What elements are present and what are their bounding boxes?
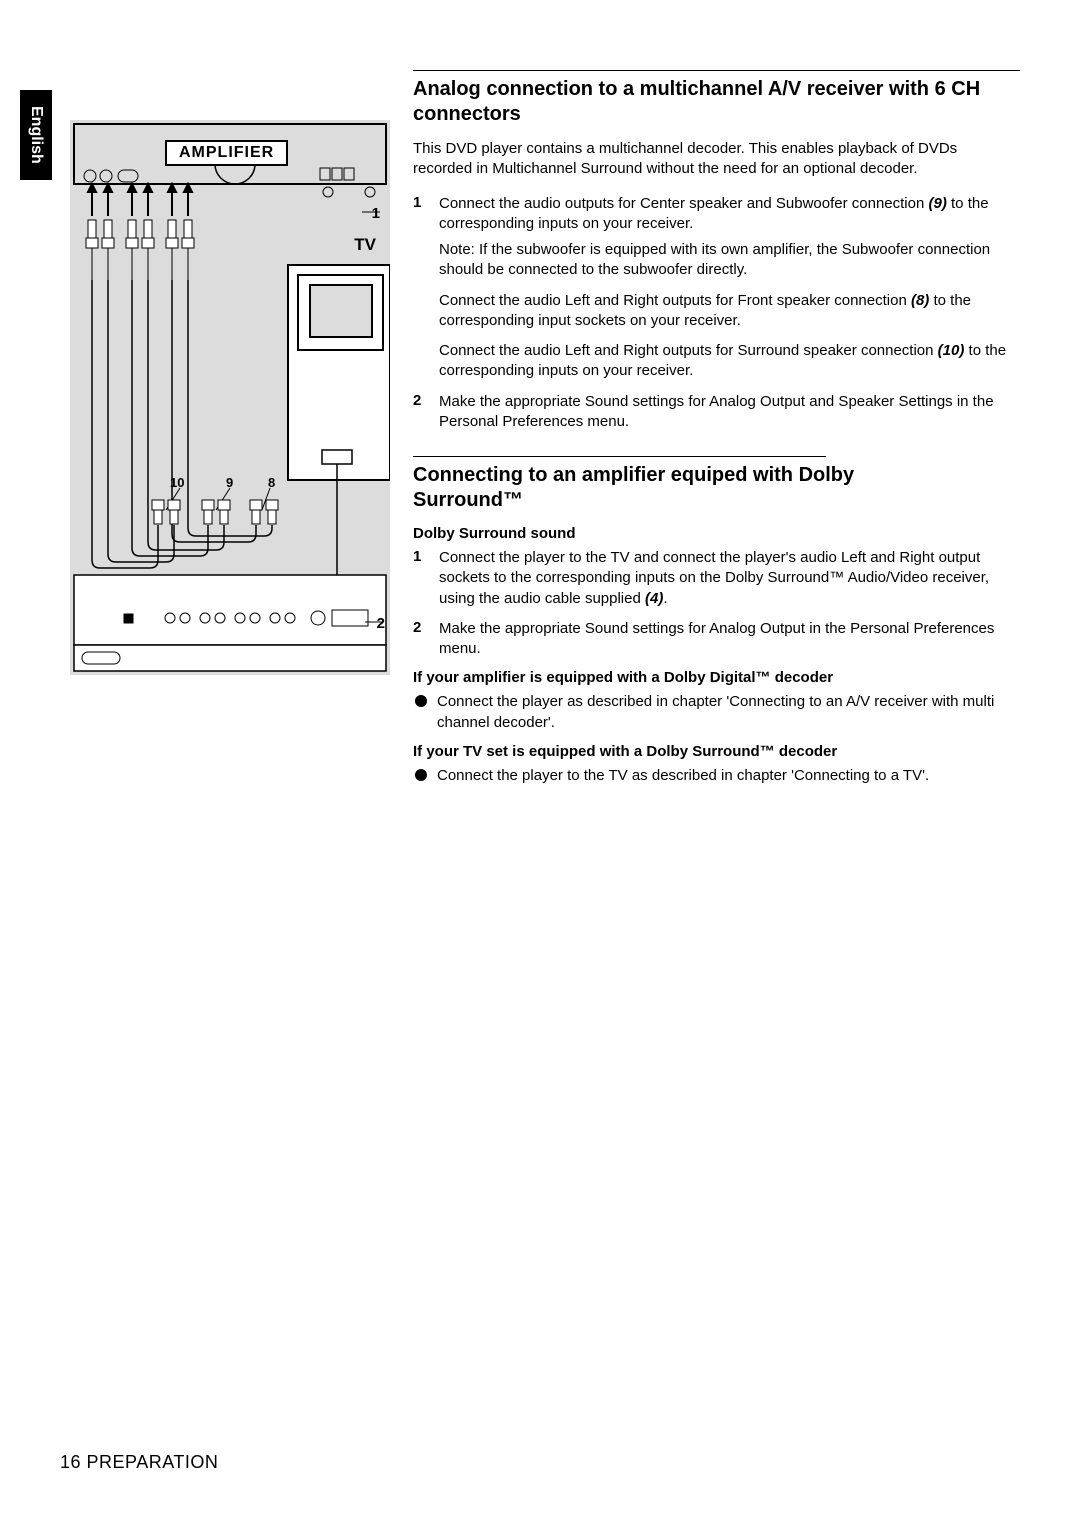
section2-step1: 1 Connect the player to the TV and conne… <box>413 548 1020 609</box>
step-number: 1 <box>413 548 429 609</box>
step1-note: Note: If the subwoofer is equipped with … <box>439 240 1020 281</box>
section2-step2: 2 Make the appropriate Sound settings fo… <box>413 619 1020 660</box>
section1-title: Analog connection to a multichannel A/V … <box>413 77 1020 127</box>
txt-span: Connect the player to the TV and connect… <box>439 549 989 607</box>
footer-section-name: PREPARATION <box>87 1452 219 1472</box>
connection-diagram: AMPLIFIER TV 1 2 10 9 8 <box>70 120 390 675</box>
ref-4: (4) <box>645 590 663 607</box>
page-number: 16 <box>60 1452 81 1472</box>
content-columns: AMPLIFIER TV 1 2 10 9 8 Analog connectio… <box>60 70 1020 796</box>
section2-sub1: Dolby Surround sound <box>413 525 1020 542</box>
bullet-icon <box>415 769 427 781</box>
diagram-step-1: 1 <box>372 205 380 222</box>
txt-span: Connect the audio Left and Right outputs… <box>439 292 911 309</box>
text-column: Analog connection to a multichannel A/V … <box>413 70 1020 796</box>
section1-step1: 1 Connect the audio outputs for Center s… <box>413 194 1020 281</box>
section2-title: Connecting to an amplifier equiped with … <box>413 463 911 513</box>
section2-rule <box>413 456 826 457</box>
txt-span: . <box>663 590 667 607</box>
txt-span: Connect the audio outputs for Center spe… <box>439 195 929 212</box>
diagram-column: AMPLIFIER TV 1 2 10 9 8 <box>60 70 395 796</box>
amplifier-label: AMPLIFIER <box>165 140 288 166</box>
diagram-svg <box>70 120 390 675</box>
bullet-text: Connect the player to the TV as describe… <box>437 766 1020 786</box>
section2-sub3: If your TV set is equipped with a Dolby … <box>413 743 1020 760</box>
section1-intro: This DVD player contains a multichannel … <box>413 139 1020 180</box>
step-text: Make the appropriate Sound settings for … <box>439 392 1020 433</box>
ref-9: (9) <box>929 195 947 212</box>
txt-span: Connect the audio Left and Right outputs… <box>439 342 938 359</box>
step-number: 2 <box>413 619 429 660</box>
step-number: 1 <box>413 194 429 281</box>
step-number: 2 <box>413 392 429 433</box>
ref-10: (10) <box>938 342 965 359</box>
step-text: Connect the audio outputs for Center spe… <box>439 194 1020 281</box>
page-root: English <box>0 0 1080 1528</box>
diagram-label-9: 9 <box>226 475 233 490</box>
section1-step1b: Connect the audio Left and Right outputs… <box>439 291 1020 332</box>
page-footer: 16 PREPARATION <box>60 1452 218 1473</box>
tv-label: TV <box>354 235 376 255</box>
diagram-label-8: 8 <box>268 475 275 490</box>
ref-8: (8) <box>911 292 929 309</box>
diagram-label-10: 10 <box>170 475 184 490</box>
diagram-step-2: 2 <box>377 615 385 632</box>
section1-rule <box>413 70 1020 71</box>
section1-step1c: Connect the audio Left and Right outputs… <box>439 341 1020 382</box>
step-text: Connect the player to the TV and connect… <box>439 548 1020 609</box>
section2-bullet2: Connect the player to the TV as describe… <box>413 766 1020 786</box>
bullet-icon <box>415 695 427 707</box>
language-tab: English <box>20 90 52 180</box>
bullet-text: Connect the player as described in chapt… <box>437 692 1020 733</box>
step-text: Make the appropriate Sound settings for … <box>439 619 1020 660</box>
section2-sub2: If your amplifier is equipped with a Dol… <box>413 669 1020 686</box>
section1-step2: 2 Make the appropriate Sound settings fo… <box>413 392 1020 433</box>
section2-bullet1: Connect the player as described in chapt… <box>413 692 1020 733</box>
